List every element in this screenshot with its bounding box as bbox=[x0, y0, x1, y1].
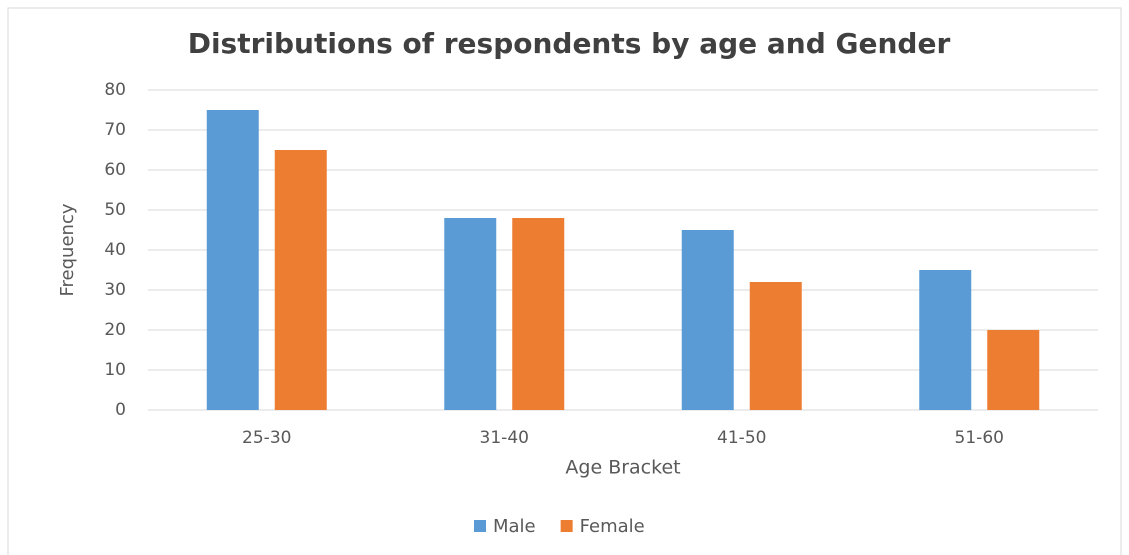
x-tick-label: 41-50 bbox=[717, 428, 766, 448]
bar bbox=[274, 150, 327, 410]
y-tick-label: 0 bbox=[115, 400, 126, 420]
legend-swatch bbox=[560, 520, 573, 532]
bar bbox=[512, 218, 565, 410]
x-tick-label: 25-30 bbox=[242, 428, 291, 448]
legend-label: Female bbox=[580, 516, 645, 537]
bar bbox=[681, 230, 734, 410]
legend-swatch bbox=[474, 520, 486, 532]
legend-label: Male bbox=[493, 516, 536, 537]
y-tick-label: 50 bbox=[104, 200, 126, 220]
chart-title: Distributions of respondents by age and … bbox=[188, 27, 951, 60]
y-tick-label: 70 bbox=[104, 120, 126, 140]
y-tick-label: 20 bbox=[104, 320, 126, 340]
x-axis-label: Age Bracket bbox=[565, 457, 680, 479]
bar bbox=[444, 218, 497, 410]
bar bbox=[749, 282, 802, 410]
y-tick-label: 60 bbox=[104, 160, 126, 180]
bar bbox=[206, 110, 259, 410]
y-axis-label: Frequency bbox=[57, 203, 78, 296]
bar bbox=[987, 330, 1040, 410]
bar bbox=[919, 270, 972, 410]
y-tick-label: 30 bbox=[104, 280, 126, 300]
y-tick-label: 10 bbox=[104, 360, 126, 380]
y-tick-label: 80 bbox=[104, 80, 126, 100]
x-tick-label: 31-40 bbox=[480, 428, 529, 448]
y-tick-label: 40 bbox=[104, 240, 126, 260]
x-tick-label: 51-60 bbox=[955, 428, 1004, 448]
